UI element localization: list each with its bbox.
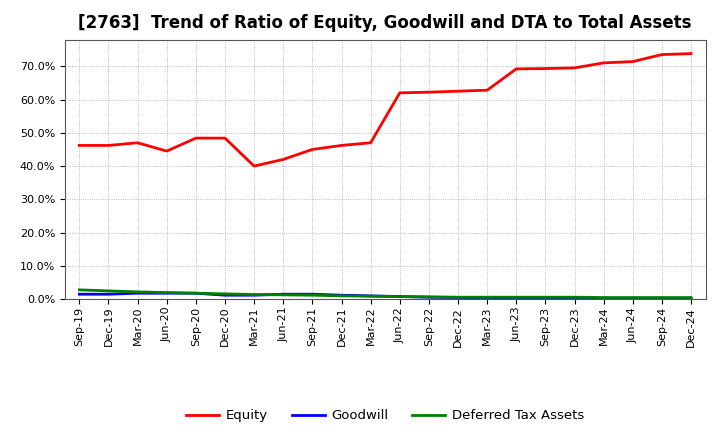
Deferred Tax Assets [75,287,84,293]
Equity [425,90,433,95]
Goodwill [75,292,84,297]
Goodwill [541,296,550,301]
Title: [2763]  Trend of Ratio of Equity, Goodwill and DTA to Total Assets: [2763] Trend of Ratio of Equity, Goodwil… [78,15,692,33]
Equity [541,66,550,71]
Goodwill [163,290,171,296]
Goodwill [250,293,258,298]
Line: Deferred Tax Assets: Deferred Tax Assets [79,290,691,297]
Equity [75,143,84,148]
Goodwill [337,293,346,298]
Equity [687,51,696,56]
Goodwill [133,290,142,296]
Equity [279,157,287,162]
Goodwill [220,293,229,298]
Goodwill [192,290,200,296]
Deferred Tax Assets [483,294,492,300]
Deferred Tax Assets [250,292,258,297]
Goodwill [629,296,637,301]
Deferred Tax Assets [104,288,113,293]
Goodwill [104,292,113,297]
Goodwill [599,296,608,301]
Equity [192,136,200,141]
Goodwill [425,294,433,300]
Deferred Tax Assets [599,295,608,300]
Deferred Tax Assets [629,295,637,300]
Goodwill [483,295,492,301]
Goodwill [657,296,666,301]
Goodwill [308,292,317,297]
Equity [308,147,317,152]
Deferred Tax Assets [279,292,287,297]
Equity [163,148,171,154]
Goodwill [366,293,375,298]
Deferred Tax Assets [308,293,317,298]
Equity [250,163,258,169]
Equity [220,136,229,141]
Equity [337,143,346,148]
Equity [657,52,666,57]
Deferred Tax Assets [192,290,200,296]
Deferred Tax Assets [657,295,666,300]
Equity [570,65,579,70]
Goodwill [687,296,696,301]
Equity [599,60,608,66]
Deferred Tax Assets [512,294,521,300]
Equity [395,90,404,95]
Deferred Tax Assets [395,294,404,299]
Legend: Equity, Goodwill, Deferred Tax Assets: Equity, Goodwill, Deferred Tax Assets [181,404,590,428]
Equity [483,88,492,93]
Deferred Tax Assets [366,293,375,299]
Equity [629,59,637,64]
Deferred Tax Assets [337,293,346,298]
Equity [512,66,521,72]
Goodwill [454,295,462,300]
Goodwill [512,296,521,301]
Equity [104,143,113,148]
Goodwill [279,292,287,297]
Deferred Tax Assets [220,291,229,297]
Goodwill [395,294,404,299]
Goodwill [570,296,579,301]
Deferred Tax Assets [541,294,550,300]
Deferred Tax Assets [163,290,171,295]
Line: Goodwill: Goodwill [79,293,691,298]
Deferred Tax Assets [454,294,462,300]
Deferred Tax Assets [425,294,433,300]
Equity [366,140,375,145]
Deferred Tax Assets [687,295,696,300]
Deferred Tax Assets [133,289,142,294]
Equity [133,140,142,145]
Deferred Tax Assets [570,294,579,300]
Equity [454,88,462,94]
Line: Equity: Equity [79,54,691,166]
